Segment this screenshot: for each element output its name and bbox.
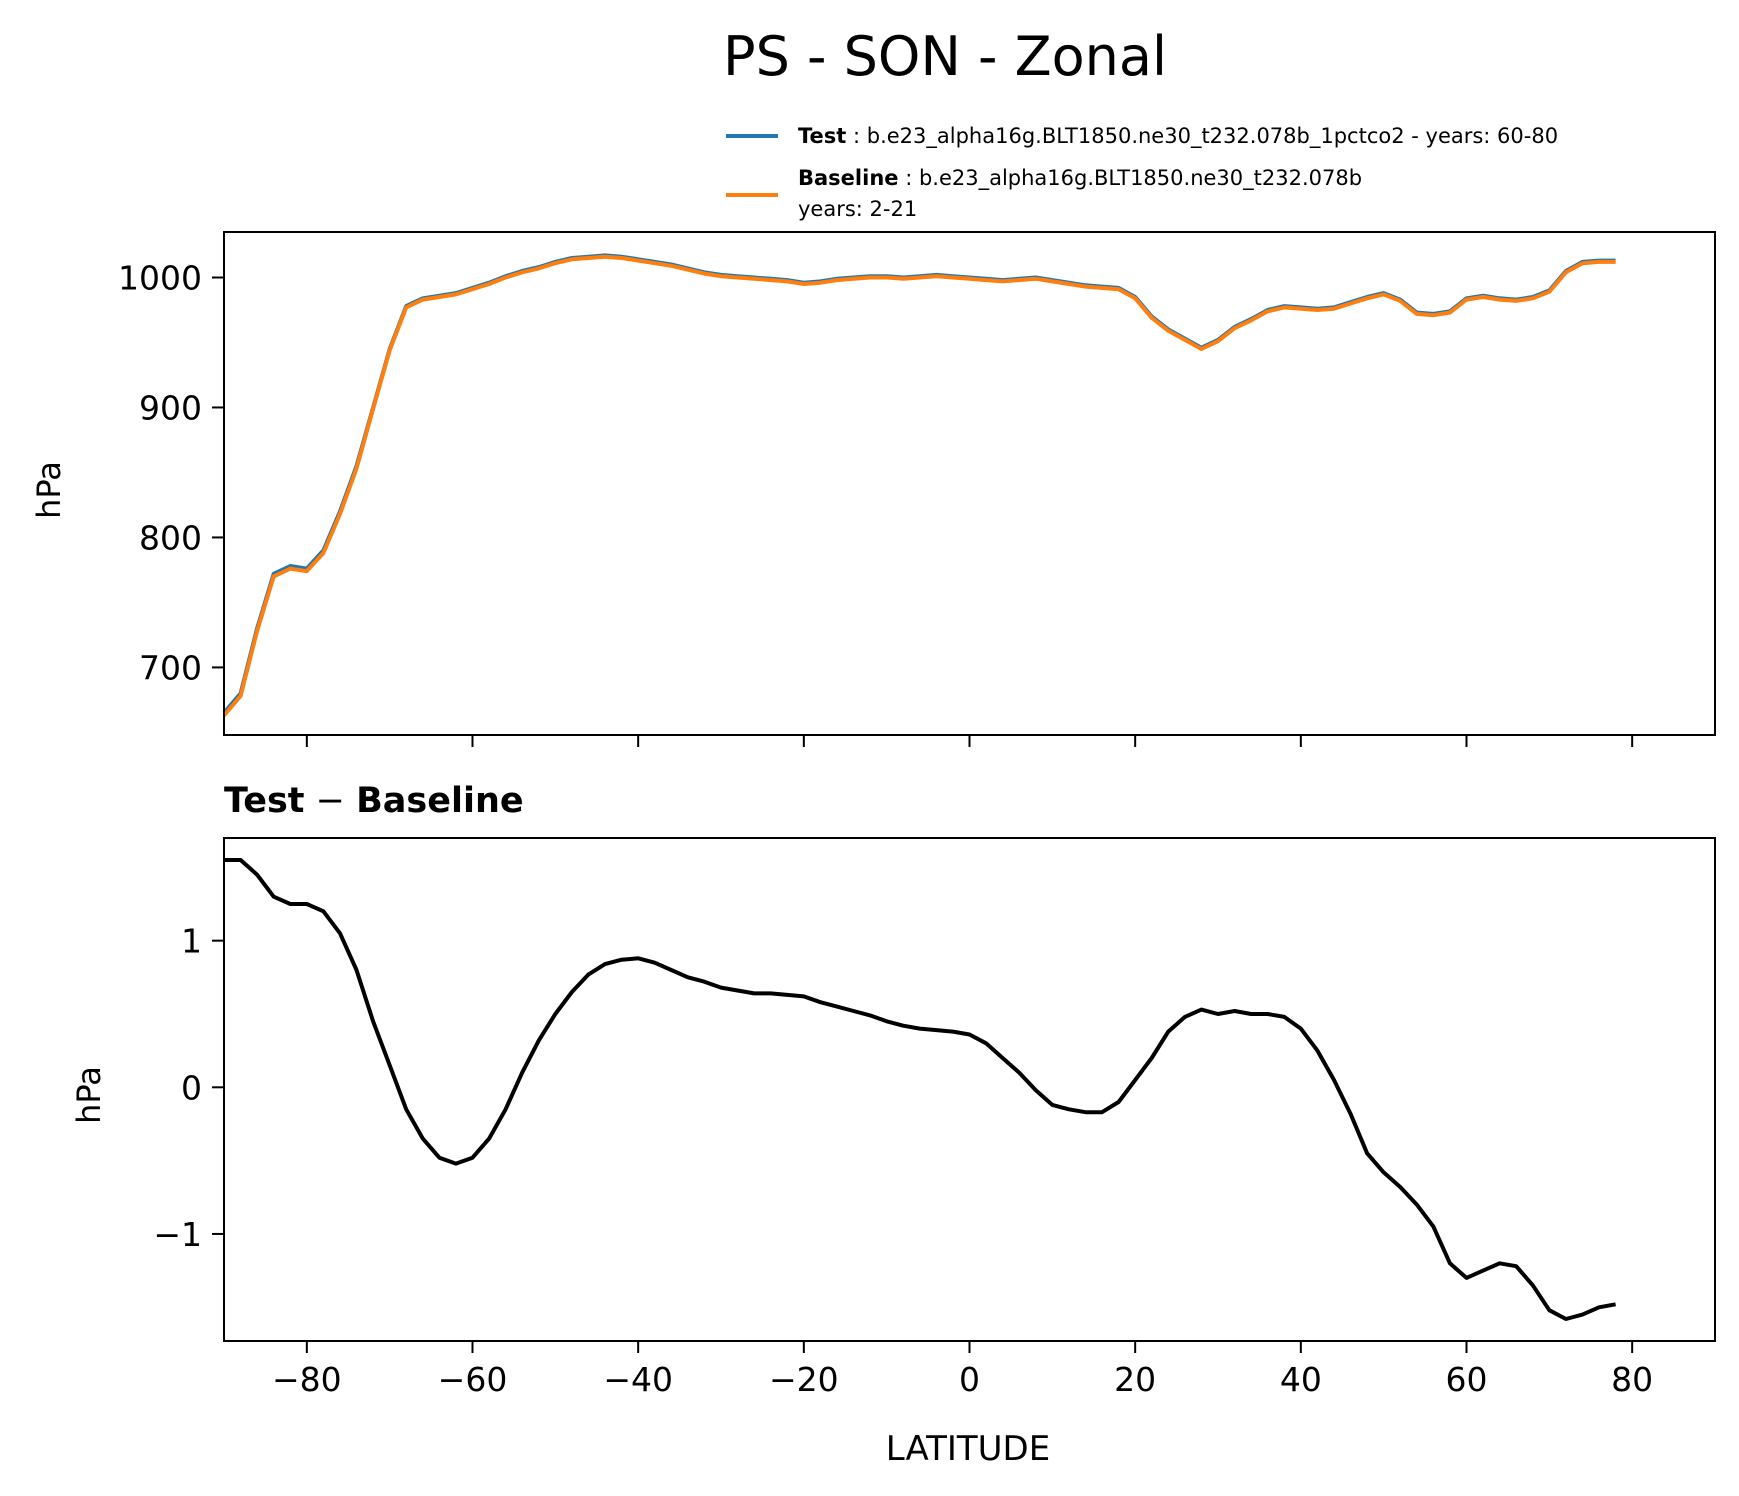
bottom-ylabel: hPa <box>70 1066 108 1124</box>
y-tick-label: 900 <box>139 388 202 427</box>
series-line-baseline <box>222 254 1616 717</box>
legend-baseline-desc: : b.e23_alpha16g.BLT1850.ne30_t232.078b <box>899 166 1363 191</box>
x-tick-label: 60 <box>1446 1360 1488 1399</box>
series-line-test-baseline <box>224 858 1616 1321</box>
x-tick-label: −40 <box>603 1360 673 1399</box>
bottom-series-lines <box>224 858 1616 1321</box>
top-ylabel: hPa <box>30 461 68 519</box>
x-tick-label: −80 <box>272 1360 342 1399</box>
top-series-lines <box>222 253 1616 717</box>
x-tick-label: 80 <box>1611 1360 1653 1399</box>
top-axes-frame <box>223 231 1716 736</box>
legend-baseline-years: years: 2-21 <box>798 197 917 221</box>
legend-test-label: Test : b.e23_alpha16g.BLT1850.ne30_t232.… <box>798 124 1558 149</box>
y-tick-label: 1000 <box>118 258 202 297</box>
x-tick-label: 40 <box>1280 1360 1322 1399</box>
x-tick-label: −20 <box>769 1360 839 1399</box>
legend-baseline-label: Baseline : b.e23_alpha16g.BLT1850.ne30_t… <box>798 166 1362 191</box>
bottom-panel: Test − Baseline −80 −60 −40 −20 0 20 40 60 80−10… <box>70 781 1716 1469</box>
x-tick-label: −60 <box>438 1360 508 1399</box>
x-tick-label: 0 <box>959 1360 980 1399</box>
y-tick-label: −1 <box>153 1215 202 1254</box>
bottom-ticks: −80 −60 −40 −20 0 20 40 60 80 −1 0 1 <box>153 922 1653 1399</box>
y-tick-label: 700 <box>139 648 202 687</box>
diff-title-minus: − <box>305 781 357 821</box>
top-panel: 700 800 900 1000 hPa <box>30 231 1716 747</box>
legend-test-name: Test <box>798 124 846 148</box>
series-line-test <box>222 253 1616 715</box>
figure-title: PS - SON - Zonal <box>723 25 1167 88</box>
legend-test-desc: : b.e23_alpha16g.BLT1850.ne30_t232.078b_… <box>846 124 1558 149</box>
top-ticks: 700 800 900 1000 <box>118 258 1634 747</box>
legend: Test : b.e23_alpha16g.BLT1850.ne30_t232.… <box>726 124 1558 221</box>
y-tick-label: 800 <box>139 518 202 557</box>
diff-title: Test − Baseline <box>224 781 524 821</box>
y-tick-label: 1 <box>181 922 202 961</box>
diff-title-test: Test <box>224 781 305 821</box>
legend-baseline-name: Baseline <box>798 166 899 190</box>
y-tick-label: 0 <box>181 1068 202 1107</box>
bottom-xlabel: LATITUDE <box>886 1429 1050 1469</box>
diff-title-baseline: Baseline <box>356 781 524 821</box>
x-tick-label: 20 <box>1114 1360 1156 1399</box>
